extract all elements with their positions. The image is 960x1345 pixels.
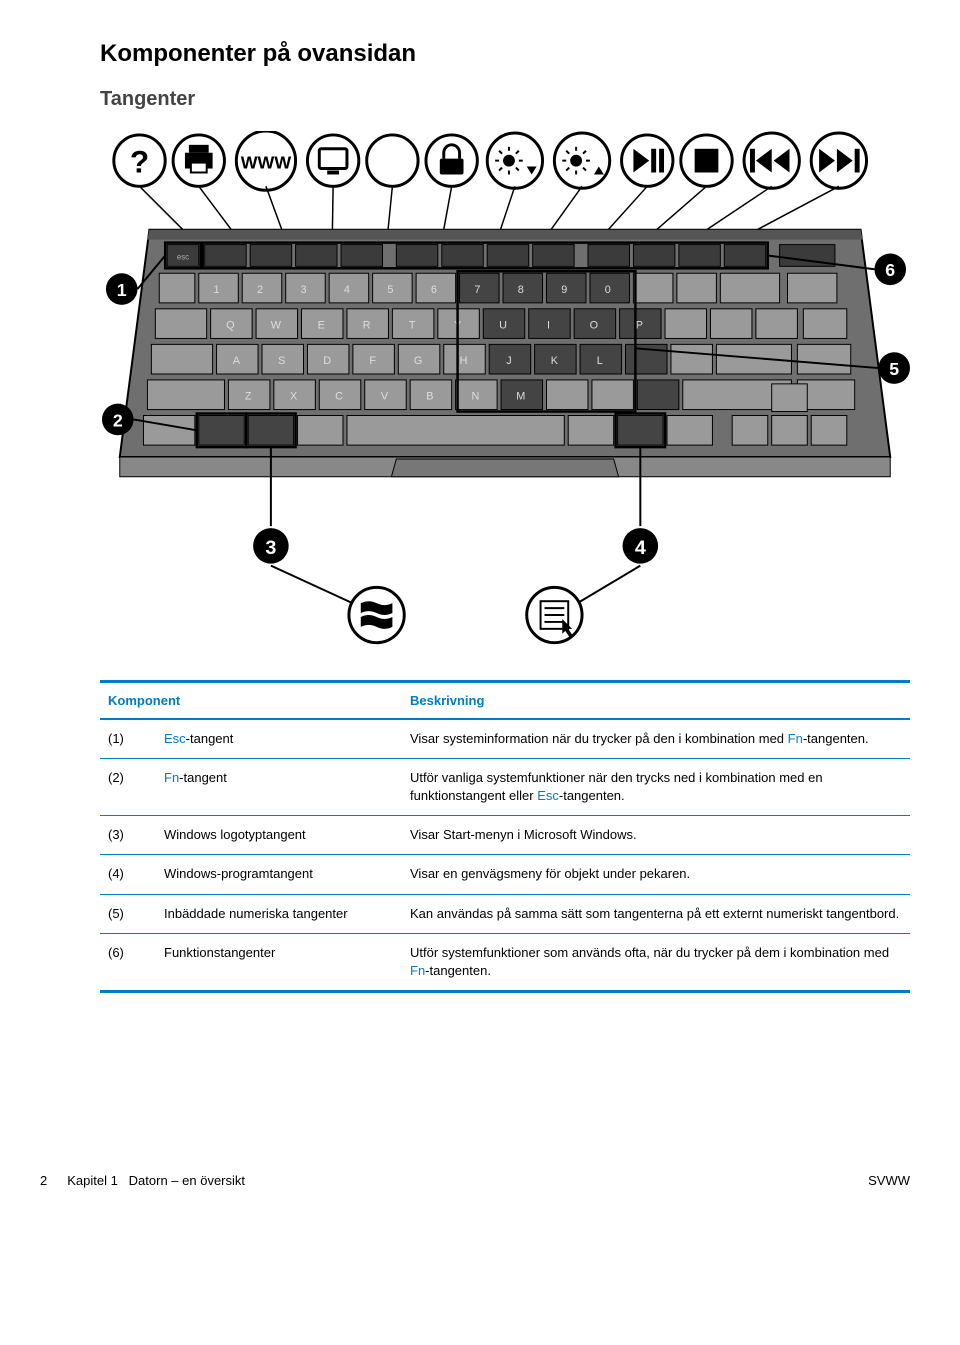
svg-text:X: X — [290, 391, 298, 403]
row-desc: Visar en genvägsmeny för objekt under pe… — [402, 855, 910, 894]
svg-text:0: 0 — [605, 284, 611, 296]
svg-text:K: K — [551, 355, 559, 367]
row-name: Inbäddade numeriska tangenter — [156, 894, 402, 933]
top-icon-row: ? WWW — [114, 131, 867, 190]
row-num: (5) — [100, 894, 156, 933]
keyboard-diagram: ? WWW — [100, 131, 910, 645]
table-row: (4)Windows-programtangentVisar en genväg… — [100, 855, 910, 894]
svg-text:O: O — [590, 320, 598, 332]
svg-text:3: 3 — [300, 284, 306, 296]
svg-text:5: 5 — [889, 359, 899, 379]
svg-text:8: 8 — [518, 284, 524, 296]
section-title: Komponenter på ovansidan — [100, 40, 910, 68]
keyboard-keys: esc — [143, 243, 854, 447]
windows-logo-icon — [349, 587, 404, 642]
table-row: (5)Inbäddade numeriska tangenterKan anvä… — [100, 894, 910, 933]
row-desc: Visar systeminformation när du trycker p… — [402, 719, 910, 759]
row-num: (3) — [100, 816, 156, 855]
svg-text:U: U — [499, 320, 507, 332]
svg-text:Z: Z — [245, 391, 252, 403]
table-row: (3)Windows logotyptangentVisar Start-men… — [100, 816, 910, 855]
svg-text:W: W — [271, 320, 282, 332]
row-name: Windows logotyptangent — [156, 816, 402, 855]
svg-text:9: 9 — [561, 284, 567, 296]
svg-text:S: S — [278, 355, 285, 367]
subsection-title: Tangenter — [100, 88, 910, 111]
row-num: (6) — [100, 933, 156, 990]
table-header-component: Komponent — [100, 683, 402, 719]
context-menu-icon — [527, 587, 582, 642]
row-num: (1) — [100, 719, 156, 759]
svg-text:2: 2 — [113, 410, 123, 430]
brightness-down-icon — [487, 133, 542, 188]
svg-text:I: I — [547, 320, 550, 332]
footer-chapter-title: Datorn – en översikt — [129, 1173, 245, 1188]
table-row: (1)Esc-tangentVisar systeminformation nä… — [100, 719, 910, 759]
row-name: Funktionstangenter — [156, 933, 402, 990]
row-desc: Kan användas på samma sätt som tangenter… — [402, 894, 910, 933]
page-content: Komponenter på ovansidan Tangenter ? WWW — [0, 0, 960, 1013]
svg-text:4: 4 — [635, 537, 646, 559]
table-row: (2)Fn-tangentUtför vanliga systemfunktio… — [100, 758, 910, 815]
row-desc: Utför vanliga systemfunktioner när den t… — [402, 758, 910, 815]
table-row: (6)FunktionstangenterUtför systemfunktio… — [100, 933, 910, 990]
svg-text:E: E — [318, 320, 325, 332]
svg-text:WWW: WWW — [241, 153, 292, 173]
next-icon — [811, 133, 866, 188]
svg-text:Q: Q — [226, 320, 234, 332]
svg-text:L: L — [597, 355, 603, 367]
row-num: (4) — [100, 855, 156, 894]
stop-icon — [681, 135, 732, 186]
svg-text:H: H — [460, 355, 468, 367]
www-icon: WWW — [236, 131, 295, 190]
display-icon — [307, 135, 358, 186]
svg-text:3: 3 — [265, 537, 276, 559]
row-name: Esc-tangent — [156, 719, 402, 759]
svg-text:V: V — [381, 391, 389, 403]
row-name: Fn-tangent — [156, 758, 402, 815]
print-icon — [173, 135, 224, 186]
svg-text:T: T — [409, 320, 416, 332]
row-name: Windows-programtangent — [156, 855, 402, 894]
footer-chapter: Kapitel 1 — [67, 1173, 118, 1188]
svg-text:F: F — [369, 355, 376, 367]
svg-text:M: M — [516, 391, 525, 403]
brightness-up-icon — [554, 133, 609, 188]
footer-page-num: 2 — [40, 1173, 47, 1188]
svg-text:6: 6 — [885, 260, 895, 280]
svg-text:C: C — [335, 391, 343, 403]
svg-text:2: 2 — [257, 284, 263, 296]
svg-text:esc: esc — [177, 252, 189, 261]
footer-right: SVWW — [868, 1173, 910, 1188]
svg-text:R: R — [363, 320, 371, 332]
row-num: (2) — [100, 758, 156, 815]
table-header-description: Beskrivning — [402, 683, 910, 719]
svg-text:G: G — [414, 355, 422, 367]
svg-text:5: 5 — [387, 284, 393, 296]
play-pause-icon — [622, 135, 673, 186]
svg-text:P: P — [636, 320, 643, 332]
sleep-icon — [367, 135, 418, 186]
svg-text:?: ? — [130, 143, 149, 179]
svg-text:A: A — [233, 355, 241, 367]
page-footer: 2 Kapitel 1 Datorn – en översikt SVWW — [0, 1153, 960, 1208]
svg-text:7: 7 — [474, 284, 480, 296]
svg-text:1: 1 — [117, 280, 127, 300]
svg-text:4: 4 — [344, 284, 350, 296]
help-icon: ? — [114, 135, 165, 186]
svg-text:B: B — [426, 391, 433, 403]
svg-text:6: 6 — [431, 284, 437, 296]
svg-text:1: 1 — [214, 284, 220, 296]
lock-icon — [426, 135, 477, 186]
svg-text:D: D — [323, 355, 331, 367]
svg-text:J: J — [506, 355, 511, 367]
svg-text:N: N — [471, 391, 479, 403]
row-desc: Utför systemfunktioner som används ofta,… — [402, 933, 910, 990]
row-desc: Visar Start-menyn i Microsoft Windows. — [402, 816, 910, 855]
prev-icon — [744, 133, 799, 188]
components-table: Komponent Beskrivning (1)Esc-tangentVisa… — [100, 680, 910, 994]
